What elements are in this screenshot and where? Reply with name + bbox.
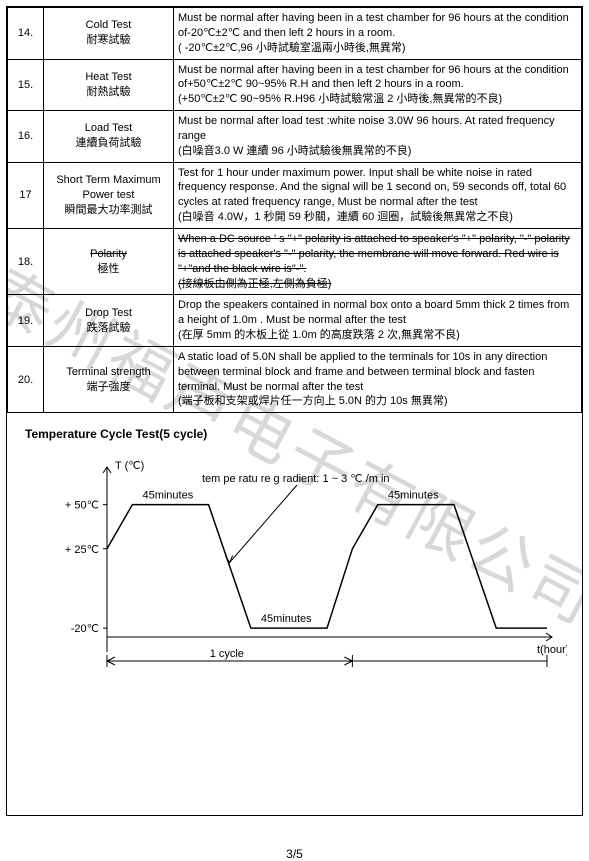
svg-text:t(hour): t(hour) xyxy=(537,644,567,656)
svg-text:1 cycle: 1 cycle xyxy=(210,648,244,660)
row-number: 17 xyxy=(8,162,44,228)
test-name: Load Test連續負荷試驗 xyxy=(44,111,174,163)
row-number: 16. xyxy=(8,111,44,163)
test-name: Cold Test耐寒試驗 xyxy=(44,8,174,60)
test-description: Must be normal after load test :white no… xyxy=(174,111,582,163)
row-number: 18. xyxy=(8,228,44,294)
svg-text:tem pe ratu re g radient: 1 ~: tem pe ratu re g radient: 1 ~ 3 ℃ /m in xyxy=(202,473,390,485)
svg-text:+ 50℃: + 50℃ xyxy=(65,500,99,512)
table-row: 15.Heat Test耐熱試驗Must be normal after hav… xyxy=(8,59,582,111)
table-row: 20.Terminal strength端子強度A static load of… xyxy=(8,346,582,412)
test-name: Polarity極性 xyxy=(44,228,174,294)
test-name: Heat Test耐熱試驗 xyxy=(44,59,174,111)
test-description: Test for 1 hour under maximum power. Inp… xyxy=(174,162,582,228)
spec-table: 14.Cold Test耐寒試驗Must be normal after hav… xyxy=(7,7,582,413)
test-description: Must be normal after having been in a te… xyxy=(174,59,582,111)
temperature-cycle-chart: + 50℃ + 25℃ -20℃ T (℃) t(hour) tem pe ratu re… xyxy=(27,447,567,687)
row-number: 20. xyxy=(8,346,44,412)
page-number: 3/5 xyxy=(0,847,589,861)
svg-text:45minutes: 45minutes xyxy=(261,613,312,625)
svg-text:T (℃): T (℃) xyxy=(115,460,144,472)
test-description: A static load of 5.0N shall be applied t… xyxy=(174,346,582,412)
test-description: Drop the speakers contained in normal bo… xyxy=(174,295,582,347)
table-row: 19.Drop Test跌落試驗Drop the speakers contai… xyxy=(8,295,582,347)
row-number: 14. xyxy=(8,8,44,60)
test-name: Short Term Maximum Power test瞬間最大功率測試 xyxy=(44,162,174,228)
table-row: 16.Load Test連續負荷試驗Must be normal after l… xyxy=(8,111,582,163)
svg-text:-20℃: -20℃ xyxy=(71,623,99,635)
svg-text:45minutes: 45minutes xyxy=(388,490,439,502)
test-name: Drop Test跌落試驗 xyxy=(44,295,174,347)
chart-title: Temperature Cycle Test(5 cycle) xyxy=(25,427,582,441)
svg-text:45minutes: 45minutes xyxy=(142,490,193,502)
row-number: 19. xyxy=(8,295,44,347)
test-description: When a DC source ' s "+" polarity is att… xyxy=(174,228,582,294)
table-row: 14.Cold Test耐寒試驗Must be normal after hav… xyxy=(8,8,582,60)
test-name: Terminal strength端子強度 xyxy=(44,346,174,412)
table-row: 17Short Term Maximum Power test瞬間最大功率測試T… xyxy=(8,162,582,228)
table-row: 18.Polarity極性When a DC source ' s "+" po… xyxy=(8,228,582,294)
test-description: Must be normal after having been in a te… xyxy=(174,8,582,60)
row-number: 15. xyxy=(8,59,44,111)
svg-text:+ 25℃: + 25℃ xyxy=(65,544,99,556)
